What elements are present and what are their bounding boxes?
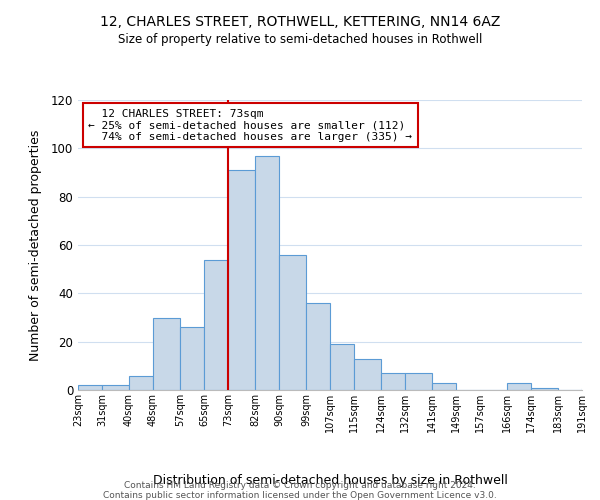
Bar <box>228 170 255 390</box>
Bar <box>354 358 381 390</box>
Bar <box>582 388 600 390</box>
Bar <box>102 385 129 390</box>
Bar <box>153 318 180 390</box>
Bar <box>255 156 279 390</box>
Bar <box>204 260 228 390</box>
Text: Contains public sector information licensed under the Open Government Licence v3: Contains public sector information licen… <box>103 491 497 500</box>
Bar <box>531 388 558 390</box>
Bar <box>330 344 354 390</box>
Bar <box>405 373 432 390</box>
Text: 12, CHARLES STREET, ROTHWELL, KETTERING, NN14 6AZ: 12, CHARLES STREET, ROTHWELL, KETTERING,… <box>100 15 500 29</box>
Bar <box>129 376 153 390</box>
Bar <box>381 373 405 390</box>
Text: Contains HM Land Registry data © Crown copyright and database right 2024.: Contains HM Land Registry data © Crown c… <box>124 481 476 490</box>
Y-axis label: Number of semi-detached properties: Number of semi-detached properties <box>29 130 43 360</box>
X-axis label: Distribution of semi-detached houses by size in Rothwell: Distribution of semi-detached houses by … <box>152 474 508 487</box>
Text: 12 CHARLES STREET: 73sqm
← 25% of semi-detached houses are smaller (112)
  74% o: 12 CHARLES STREET: 73sqm ← 25% of semi-d… <box>88 108 412 142</box>
Text: Size of property relative to semi-detached houses in Rothwell: Size of property relative to semi-detach… <box>118 32 482 46</box>
Bar <box>180 327 204 390</box>
Bar <box>78 385 102 390</box>
Bar <box>279 254 306 390</box>
Bar <box>306 303 330 390</box>
Bar <box>507 383 531 390</box>
Bar <box>432 383 456 390</box>
